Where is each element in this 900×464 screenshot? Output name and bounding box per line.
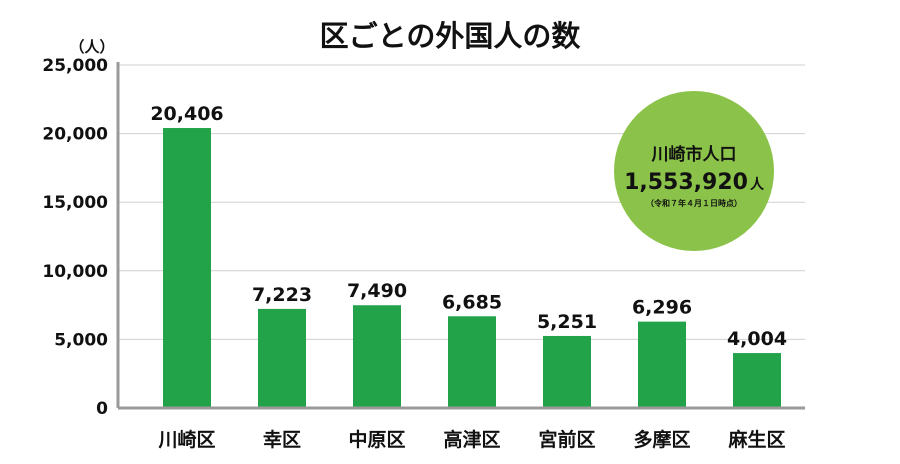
y-tick-label: 0 [96,399,108,419]
data-label: 6,296 [632,297,692,319]
x-tick-label: 幸区 [263,429,301,451]
x-tick-label: 多摩区 [633,428,690,451]
y-axis-unit: （人） [69,38,114,56]
bar [448,316,496,408]
x-tick-label: 麻生区 [727,428,785,451]
data-label: 7,223 [252,284,312,306]
data-labels: 20,406 7,223 7,490 6,685 5,251 6,296 4,004 [150,103,787,350]
bar [163,128,211,409]
data-label: 6,685 [442,291,502,313]
y-tick-label: 15,000 [42,193,108,213]
x-tick-label: 川崎区 [157,428,215,451]
data-label: 5,251 [537,311,597,333]
badge-value-line: 1,553,920 人 [624,170,765,195]
data-label: 4,004 [727,328,787,350]
badge-title: 川崎市人口 [651,144,737,165]
badge-unit: 人 [750,176,765,193]
y-tick-label: 10,000 [42,262,108,282]
bar [733,353,781,408]
bar [638,321,686,408]
badge-circle [614,91,774,251]
data-label: 7,490 [347,280,407,302]
x-tick-label: 高津区 [443,428,500,451]
data-label: 20,406 [150,103,223,125]
y-tick-label: 25,000 [42,56,108,76]
x-tick-label: 宮前区 [538,428,595,451]
population-badge: 川崎市人口 1,553,920 人 （令和７年４月１日時点） [614,91,774,251]
x-tick-labels: 川崎区 幸区 中原区 高津区 宮前区 多摩区 麻生区 [157,428,785,451]
badge-value: 1,553,920 [624,170,748,195]
y-tick-label: 5,000 [54,330,108,350]
chart-title: 区ごとの外国人の数 [320,19,582,53]
y-tick-label: 20,000 [42,125,108,145]
y-tick-labels: 0 5,000 10,000 15,000 20,000 25,000 [42,56,108,419]
bar [353,305,401,408]
bar [258,308,306,408]
bars [163,128,781,409]
badge-note: （令和７年４月１日時点） [646,198,742,208]
bar [543,335,591,408]
x-tick-label: 中原区 [348,428,405,451]
